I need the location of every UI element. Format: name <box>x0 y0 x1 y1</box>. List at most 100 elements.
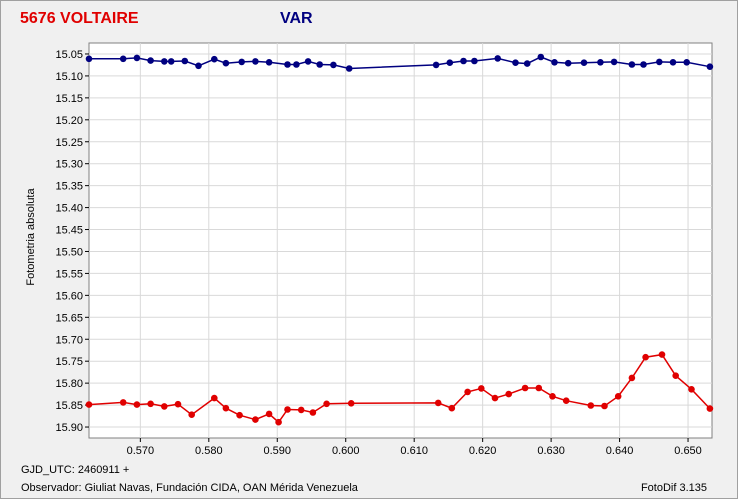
x-tick-label: 0.640 <box>606 445 634 457</box>
y-tick-label: 15.05 <box>55 49 83 61</box>
series-2-point <box>535 384 543 392</box>
y-tick-label: 15.75 <box>55 356 83 368</box>
series-2-point <box>478 385 485 392</box>
series-1-point <box>304 58 312 65</box>
series-1-point <box>284 61 291 68</box>
x-tick-label: 0.600 <box>332 445 360 457</box>
series-1-point <box>706 63 714 70</box>
series-1-point <box>460 57 467 65</box>
series-1-point <box>85 55 93 63</box>
series-2-point <box>562 397 570 405</box>
series-2-point <box>491 394 499 402</box>
series-2-point <box>265 410 273 418</box>
series-1-point <box>597 59 604 66</box>
series-1-point <box>494 55 502 62</box>
series-1-point <box>265 59 273 66</box>
series-2-point <box>161 403 168 410</box>
series-1-point <box>330 61 337 69</box>
gjd-label: GJD_UTC: 2460911 + <box>21 464 130 476</box>
series-title: VAR <box>280 10 313 27</box>
series-1-point <box>432 61 440 69</box>
series-2-point <box>549 393 556 400</box>
series-2-point <box>688 386 695 393</box>
series-1-point <box>222 59 230 67</box>
series-1-point <box>640 61 647 68</box>
series-2-point <box>448 404 456 412</box>
series-2-point <box>587 402 595 409</box>
series-1-point <box>252 58 259 65</box>
series-2-point <box>464 388 471 396</box>
series-1-point <box>238 58 245 66</box>
x-tick-labels: 0.570 0.580 0.590 0.600 0.610 0.620 0.630 0.640… <box>127 438 702 457</box>
series-2-point <box>211 394 218 402</box>
x-tick-label: 0.580 <box>195 445 223 457</box>
series-1-point <box>133 54 141 62</box>
series-1-point <box>551 59 558 66</box>
x-tick-label: 0.610 <box>400 445 428 457</box>
x-tick-label: 0.620 <box>469 445 497 457</box>
series-2-point <box>347 400 355 407</box>
y-tick-label: 15.60 <box>55 290 83 302</box>
series-1-point <box>580 59 588 66</box>
series-points <box>85 53 714 426</box>
x-tick-label: 0.590 <box>264 445 292 457</box>
series-2-point <box>658 351 666 358</box>
series-2-point <box>601 402 608 410</box>
y-tick-label: 15.30 <box>55 159 83 171</box>
y-tick-label: 15.70 <box>55 334 83 346</box>
x-tick-label: 0.650 <box>674 445 702 457</box>
y-tick-label: 15.45 <box>55 225 83 237</box>
y-tick-label: 15.85 <box>55 400 83 412</box>
series-2-point <box>236 411 243 419</box>
series-1-point <box>181 57 189 65</box>
y-tick-label: 15.65 <box>55 312 83 324</box>
series-2-point <box>614 393 622 400</box>
y-tick-label: 15.35 <box>55 181 83 193</box>
series-1-point <box>161 58 168 65</box>
y-tick-label: 15.10 <box>55 71 83 83</box>
y-tick-labels: 15.05 15.10 15.15 15.20 15.25 15.30 15.35 15.40… <box>55 49 89 434</box>
series-2-point <box>505 390 512 398</box>
series-2-point <box>85 401 93 408</box>
series-1-point <box>564 59 572 67</box>
grid-lines <box>89 43 712 438</box>
series-1-point <box>119 55 127 63</box>
series-2-point <box>119 399 127 406</box>
y-tick-label: 15.40 <box>55 203 83 215</box>
series-1-point <box>628 61 636 68</box>
y-axis-label: Fotometria absoluta <box>25 188 37 286</box>
series-2-point <box>642 353 649 361</box>
series-2-point <box>706 405 714 412</box>
series-2-point <box>309 409 317 416</box>
y-tick-label: 15.55 <box>55 268 83 280</box>
series-2-point <box>672 372 679 380</box>
series-2-point <box>323 400 330 408</box>
series-1-point <box>656 58 663 66</box>
series-2-point <box>434 399 442 407</box>
series-1-point <box>523 60 531 67</box>
y-tick-label: 15.80 <box>55 378 83 390</box>
series-2-point <box>147 400 154 408</box>
series-2-point <box>174 400 182 408</box>
y-tick-label: 15.90 <box>55 422 83 434</box>
series-1-point <box>446 59 454 66</box>
series-1-point <box>683 59 690 66</box>
series-2-point <box>222 404 230 412</box>
y-tick-label: 15.50 <box>55 246 83 258</box>
series-1-point <box>316 61 324 68</box>
series-2-point <box>284 406 291 413</box>
series-2-point <box>521 384 529 392</box>
series-2-point <box>628 374 636 382</box>
series-1-point <box>195 62 202 70</box>
series-1-point <box>147 57 154 64</box>
version-label: FotoDif 3.135 <box>640 482 707 494</box>
x-tick-label: 0.570 <box>127 445 155 457</box>
series-1-point <box>669 59 677 66</box>
series-1-point <box>167 58 175 65</box>
series-1-point <box>345 65 353 72</box>
plot-area <box>88 42 713 439</box>
series-2-point <box>297 406 305 414</box>
series-2-point <box>188 411 195 419</box>
y-tick-label: 15.15 <box>55 93 83 105</box>
